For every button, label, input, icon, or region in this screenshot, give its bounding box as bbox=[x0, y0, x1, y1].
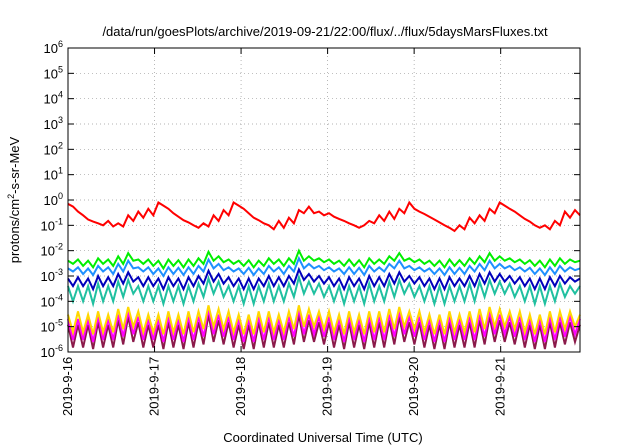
y-tick-label: 10-1 bbox=[41, 216, 63, 233]
series-line bbox=[67, 255, 581, 278]
y-tick-label: 102 bbox=[44, 140, 63, 157]
y-tick-label: 100 bbox=[44, 191, 63, 208]
x-tick-label: 2019-9-19 bbox=[320, 357, 335, 416]
series-line bbox=[67, 248, 581, 271]
data-series bbox=[67, 200, 581, 350]
x-tick-label: 2019-9-18 bbox=[233, 357, 248, 416]
y-tick-label: 101 bbox=[44, 166, 63, 183]
y-tick-label: 10-4 bbox=[41, 292, 63, 309]
grid-lines bbox=[67, 47, 580, 353]
y-tick-label: 10-5 bbox=[41, 318, 63, 335]
x-tick-label: 2019-9-16 bbox=[60, 357, 75, 416]
series-line bbox=[67, 266, 581, 292]
series-line bbox=[67, 305, 581, 337]
series-line bbox=[67, 273, 581, 308]
y-axis-ticks: 10-6 10-5 10-4 10-3 10-2 10-1 100 101 102 103 104 1… bbox=[41, 39, 580, 360]
y-tick-label: 103 bbox=[44, 115, 63, 132]
y-tick-label: 106 bbox=[44, 39, 63, 56]
x-axis-ticks: 2019-9-16 2019-9-17 2019-9-18 2019-9-19 2019… bbox=[60, 48, 508, 416]
y-tick-label: 105 bbox=[44, 64, 63, 81]
series-line bbox=[67, 200, 581, 233]
x-tick-label: 2019-9-20 bbox=[406, 357, 421, 416]
y-tick-label: 10-6 bbox=[41, 343, 63, 360]
x-tick-label: 2019-9-17 bbox=[147, 357, 162, 416]
y-axis-label: protons/cm2-s-sr-MeV bbox=[6, 136, 22, 263]
series-line bbox=[67, 314, 581, 350]
x-tick-label: 2019-9-21 bbox=[493, 357, 508, 416]
x-axis-label: Coordinated Universal Time (UTC) bbox=[223, 430, 422, 445]
series-line bbox=[67, 308, 581, 343]
y-tick-label: 104 bbox=[44, 90, 63, 107]
y-tick-label: 10-3 bbox=[41, 267, 63, 284]
chart-title: /data/run/goesPlots/archive/2019-09-21/2… bbox=[102, 24, 548, 39]
y-tick-label: 10-2 bbox=[41, 242, 63, 259]
